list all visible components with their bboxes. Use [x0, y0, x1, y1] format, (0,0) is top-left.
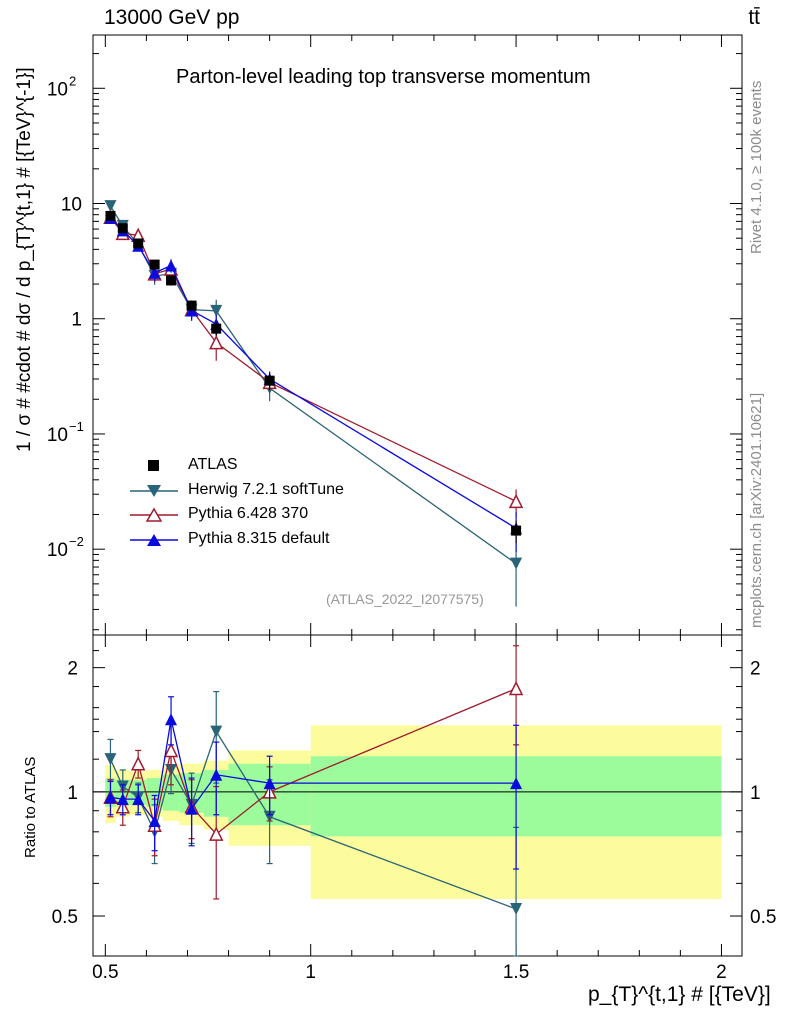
main-y-tick-exponent: −2 — [69, 534, 84, 549]
pythia8-marker-icon — [130, 533, 178, 546]
main-y-tick-label: 10 — [47, 540, 68, 561]
ratio-y-tick-label-right: 1 — [750, 783, 761, 804]
mcplots-label: mcplots.cern.ch [arXiv:2401.10621] — [748, 392, 765, 628]
ratio-plot-frame — [92, 634, 743, 957]
herwig-point — [104, 200, 117, 213]
py6-point — [508, 493, 524, 509]
ratio-y-tick-label: 1 — [67, 783, 78, 804]
plot-title: Parton-level leading top transverse mome… — [176, 66, 591, 88]
main-y-axis-label: 1 / σ # #cdot # dσ / d p_{T}^{t,1} # [{T… — [14, 67, 35, 452]
atlas-point — [166, 275, 177, 286]
herwig-point — [510, 557, 523, 570]
main-y-tick-label: 10 — [47, 79, 68, 100]
rivet-version-label: Rivet 4.1.0, ≥ 100k events — [748, 80, 765, 254]
py8-point — [148, 266, 161, 279]
ratio-y-tick-label: 0.5 — [52, 907, 78, 928]
pythia6-marker-icon — [130, 507, 178, 522]
atlas-point — [133, 238, 144, 249]
herwig-ratio-point — [510, 902, 523, 915]
py8-ratio-point — [263, 777, 276, 790]
py8-ratio-point — [185, 802, 198, 815]
atlas-point — [511, 525, 522, 536]
py8-ratio-point — [210, 768, 223, 781]
legend-label-herwig: Herwig 7.2.1 softTune — [188, 480, 344, 498]
main-y-tick-label: 10 — [47, 425, 68, 446]
ratio-band-inner — [146, 778, 163, 807]
legend-label-atlas: ATLAS — [188, 456, 238, 473]
herwig-ratio-point — [104, 753, 117, 766]
herwig-marker-icon — [130, 484, 178, 497]
py8-ratio-point — [148, 814, 161, 827]
ratio-y-tick-label-right: 2 — [750, 659, 761, 680]
analysis-reference: (ATLAS_2022_I2077575) — [326, 591, 484, 607]
x-tick-label: 2 — [716, 962, 727, 983]
x-tick-label: 1 — [305, 962, 316, 983]
py8-ratio-point — [104, 791, 117, 804]
x-tick-label: 0.5 — [92, 962, 118, 983]
atlas-point — [117, 223, 128, 234]
main-y-tick-label: 10 — [61, 195, 82, 216]
py6-ratio-point — [130, 756, 146, 771]
herwig-ratio-point — [210, 725, 223, 738]
atlas-marker-icon — [148, 460, 159, 471]
ratio-y-tick-label-right: 0.5 — [750, 907, 776, 928]
legend-label-pythia8: Pythia 8.315 default — [188, 529, 330, 547]
main-y-tick-label: 1 — [71, 310, 82, 331]
py8-ratio-point — [132, 793, 145, 806]
py8-ratio-point — [116, 793, 129, 806]
ratio-y-tick-label: 2 — [67, 659, 78, 680]
py6-ratio-point — [163, 742, 179, 758]
atlas-point — [186, 300, 197, 311]
main-y-tick-exponent: 2 — [69, 73, 76, 88]
atlas-point — [211, 323, 222, 334]
py8-ratio-point — [165, 713, 178, 726]
energy-label: 13000 GeV pp — [104, 6, 240, 29]
py6-point — [209, 334, 224, 350]
atlas-point — [105, 210, 116, 221]
py8-point — [165, 259, 178, 272]
atlas-point — [264, 375, 275, 386]
py6-ratio-point — [209, 826, 224, 841]
py8-ratio-point — [510, 777, 523, 790]
process-label: tt̄ — [748, 6, 760, 29]
x-tick-label: 1.5 — [503, 962, 529, 983]
atlas-point — [149, 259, 160, 270]
ratio-y-axis-label: Ratio to ATLAS — [22, 756, 39, 858]
legend-label-pythia6: Pythia 6.428 370 — [188, 505, 309, 522]
py6-ratio-point — [508, 680, 524, 696]
herwig-point — [210, 304, 223, 317]
main-y-tick-exponent: −1 — [69, 419, 84, 434]
x-axis-label: p_{T}^{t,1} # [{TeV}] — [588, 983, 771, 1006]
